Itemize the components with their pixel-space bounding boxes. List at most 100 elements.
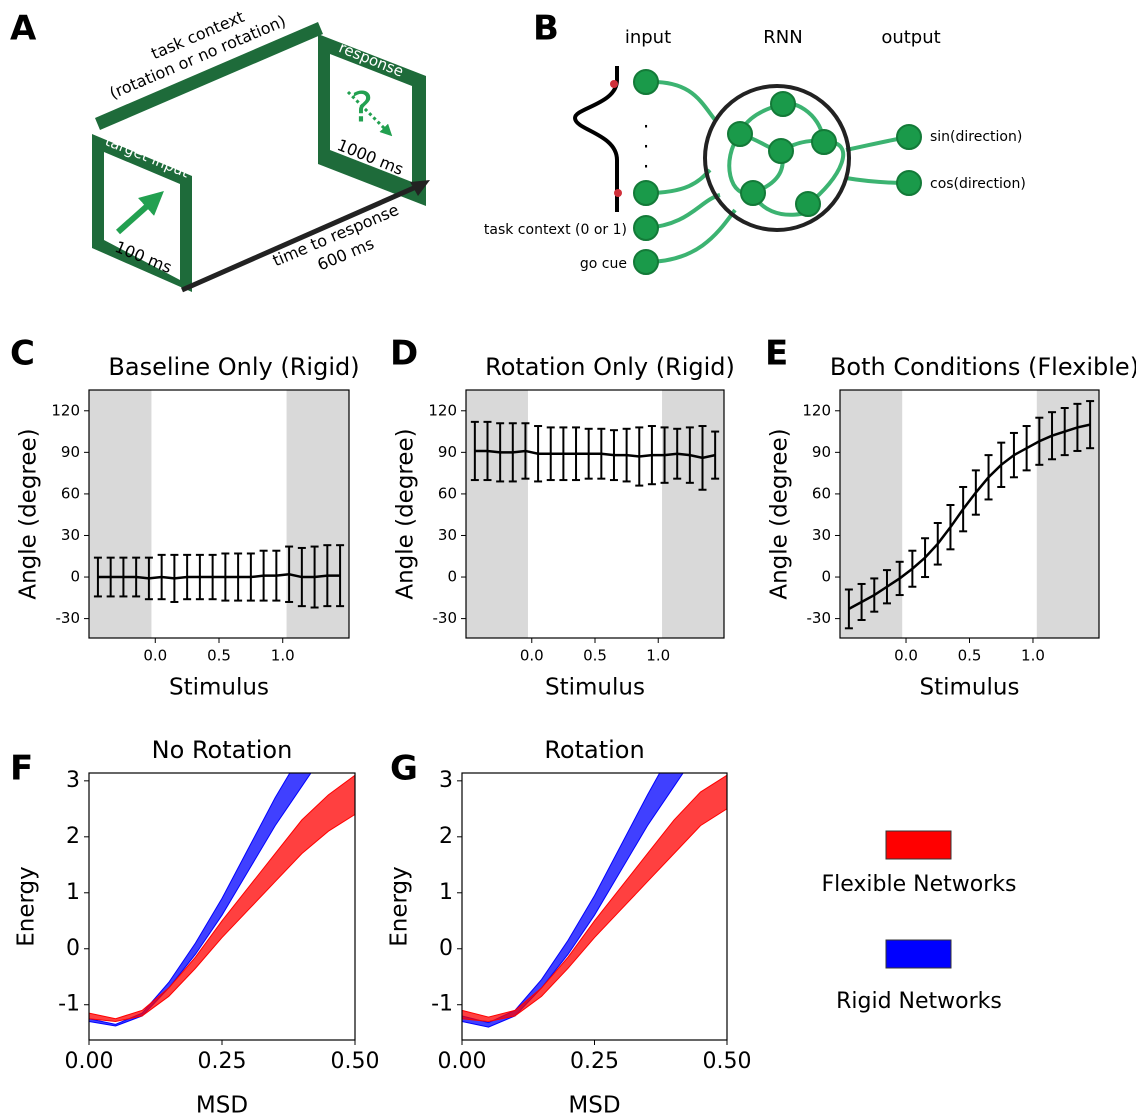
network-band	[89, 669, 355, 1026]
y-tick-label: 30	[438, 526, 457, 544]
x-axis-label: MSD	[568, 1093, 620, 1119]
x-tick-label: 0.0	[520, 647, 544, 665]
x-tick-label: 0.0	[894, 647, 918, 665]
error-bar	[997, 443, 1005, 487]
bands	[89, 669, 355, 1026]
network-band	[462, 663, 727, 1027]
y-tick-label: 30	[812, 526, 831, 544]
panel-label: B	[533, 9, 559, 49]
x-tick-label: 0.25	[198, 1049, 247, 1074]
chart-title: Both Conditions (Flexible)	[830, 353, 1136, 381]
input-label: task context (0 or 1)	[484, 222, 627, 238]
y-tick-label: 0	[66, 936, 80, 961]
shaded-region	[89, 390, 151, 638]
panel-label: E	[765, 334, 788, 374]
y-tick-label: -1	[431, 992, 453, 1017]
time-arrow	[182, 187, 416, 290]
y-tick-label: 60	[812, 484, 831, 502]
legend: Flexible Networks Rigid Networks	[822, 831, 1017, 1014]
x-axis-label: Stimulus	[920, 675, 1020, 701]
error-bar	[921, 538, 929, 577]
error-bar	[1010, 433, 1018, 477]
y-tick-label: 60	[438, 484, 457, 502]
y-tick-label: 1	[439, 880, 453, 905]
y-tick-label: 0	[447, 568, 457, 586]
y-tick-label: -30	[807, 609, 832, 627]
chart-title: Rotation	[544, 736, 644, 764]
legend-swatch	[886, 831, 951, 859]
legend-swatch	[886, 940, 951, 968]
y-tick-label: -1	[58, 992, 80, 1017]
sample-dot	[610, 80, 618, 88]
y-tick-label: 2	[66, 824, 80, 849]
y-axis-label: Energy	[387, 866, 413, 947]
error-bar	[946, 505, 954, 549]
task-diagram: task context (rotation or no rotation) r…	[92, 7, 430, 292]
y-tick-label: 90	[61, 443, 80, 461]
y-axis-label: Energy	[14, 866, 40, 947]
chart-title: Rotation Only (Rigid)	[485, 353, 735, 381]
error-bar	[985, 455, 993, 499]
header: input	[625, 27, 671, 48]
error-bar	[959, 487, 967, 531]
y-tick-label: 0	[439, 936, 453, 961]
x-axis-label: Stimulus	[545, 675, 645, 701]
y-tick-label: 2	[439, 824, 453, 849]
x-tick-label: 0.50	[703, 1049, 752, 1074]
nodes	[634, 70, 921, 274]
y-axis-label: Angle (degree)	[16, 428, 42, 599]
y-tick-label: 0	[821, 568, 831, 586]
output-label: sin(direction)	[930, 129, 1022, 145]
y-tick-label: -30	[56, 609, 81, 627]
output-label: cos(direction)	[930, 176, 1026, 192]
x-axis-label: MSD	[196, 1093, 248, 1119]
x-tick-label: 0.5	[583, 647, 607, 665]
panel-label: C	[10, 334, 35, 374]
chart: 0.00.51.0-300306090120Both Conditions (F…	[767, 353, 1136, 701]
legend-label: Flexible Networks	[822, 872, 1017, 897]
ellipsis: .	[643, 149, 649, 173]
error-bar	[908, 551, 916, 587]
x-tick-label: 0.50	[331, 1049, 380, 1074]
chart-title: Baseline Only (Rigid)	[108, 353, 359, 381]
y-axis-label: Angle (degree)	[393, 428, 419, 599]
y-tick-label: 3	[66, 768, 80, 793]
input-curve	[575, 66, 617, 212]
y-tick-label: 3	[439, 768, 453, 793]
x-tick-label: 1.0	[271, 647, 295, 665]
sample-dot	[614, 189, 622, 197]
error-bar	[972, 470, 980, 514]
figure: A B C D E F G task context (rotation or …	[0, 0, 1136, 1119]
y-tick-label: 0	[70, 568, 80, 586]
x-tick-label: 1.0	[1021, 647, 1045, 665]
y-tick-label: 120	[428, 401, 457, 419]
panel-label: G	[390, 749, 418, 789]
header: output	[881, 27, 940, 48]
x-tick-label: 0.5	[958, 647, 982, 665]
error-bar	[934, 523, 942, 565]
y-tick-label: 60	[61, 484, 80, 502]
y-tick-label: 120	[51, 401, 80, 419]
x-axis-label: Stimulus	[169, 675, 269, 701]
y-tick-label: -30	[433, 609, 458, 627]
rnn-diagram: input RNN output . . . sin(direction) co…	[484, 27, 1026, 274]
x-tick-label: 1.0	[646, 647, 670, 665]
x-tick-label: 0.25	[570, 1049, 619, 1074]
y-tick-label: 120	[802, 401, 831, 419]
legend-label: Rigid Networks	[836, 989, 1002, 1014]
x-tick-label: 0.5	[207, 647, 231, 665]
panel-label: A	[10, 9, 37, 49]
chart-title: No Rotation	[152, 736, 293, 764]
panel-label: D	[390, 334, 418, 374]
y-axis-label: Angle (degree)	[767, 428, 793, 599]
header: RNN	[763, 27, 802, 48]
bands	[462, 663, 727, 1027]
error-bar	[1023, 426, 1031, 470]
x-tick-label: 0.0	[143, 647, 167, 665]
panel-label: F	[10, 749, 33, 789]
input-label: go cue	[580, 256, 627, 272]
